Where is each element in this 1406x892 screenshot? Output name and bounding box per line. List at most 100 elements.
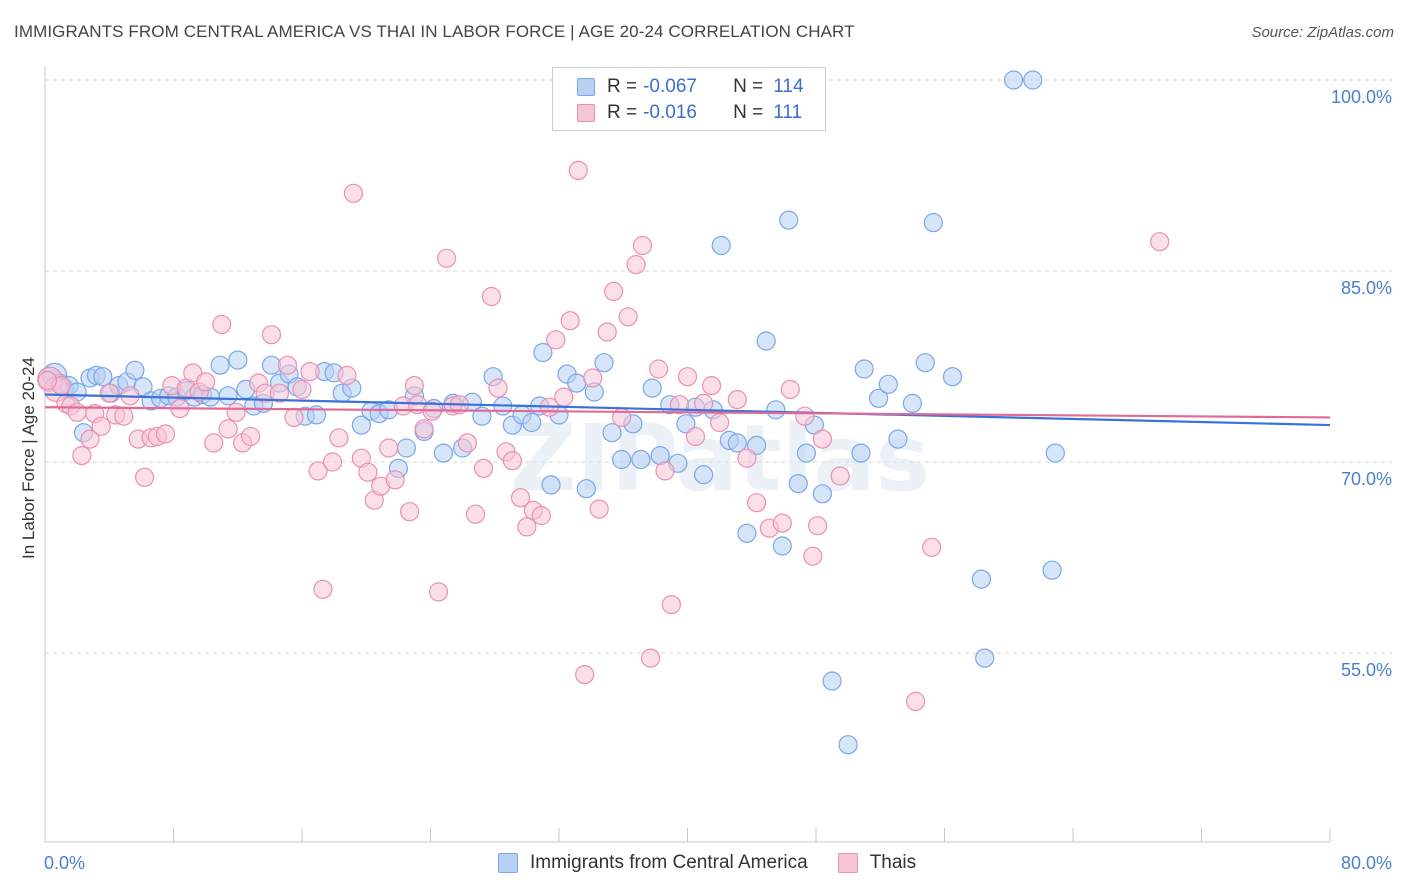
source-label: Source: ZipAtlas.com xyxy=(1251,24,1394,41)
data-point xyxy=(661,594,682,615)
data-point xyxy=(404,376,424,396)
y-tick-label: 85.0% xyxy=(1341,278,1392,298)
x-tick-label: 80.0% xyxy=(1341,853,1392,873)
legend-label: Thais xyxy=(869,852,917,873)
data-point xyxy=(632,235,653,256)
legend-item-thais[interactable]: Thais xyxy=(837,852,917,874)
data-point xyxy=(746,493,767,513)
data-point xyxy=(788,474,808,494)
data-point xyxy=(114,406,134,426)
data-point xyxy=(1042,560,1062,580)
data-point xyxy=(812,484,833,504)
data-point xyxy=(942,367,963,387)
legend-row-thais: R = -0.016 N = 111 xyxy=(577,101,802,125)
data-point xyxy=(888,429,908,449)
data-point xyxy=(655,461,675,481)
data-point xyxy=(803,546,823,566)
y-tick-label: 70.0% xyxy=(1341,469,1392,489)
data-point xyxy=(269,383,290,403)
data-point xyxy=(922,537,942,557)
data-point xyxy=(779,210,799,230)
data-point xyxy=(1045,443,1065,463)
data-point xyxy=(780,379,800,399)
data-point xyxy=(766,400,786,420)
data-point xyxy=(284,407,304,427)
data-point xyxy=(510,488,531,508)
data-point xyxy=(676,414,696,434)
r-label: R = xyxy=(607,76,638,97)
data-point xyxy=(414,419,434,439)
data-point xyxy=(241,426,261,447)
data-point xyxy=(975,648,995,668)
x-tick-label: 0.0% xyxy=(44,853,85,873)
data-point xyxy=(709,412,730,433)
data-point xyxy=(155,424,176,444)
data-point xyxy=(385,470,405,490)
data-point xyxy=(807,516,828,536)
series-thais-points xyxy=(37,160,1170,712)
legend-swatch-pink xyxy=(837,853,858,873)
data-point xyxy=(669,395,690,415)
data-point xyxy=(677,367,698,387)
data-point xyxy=(746,435,767,455)
data-point xyxy=(693,465,714,485)
data-point xyxy=(473,458,494,478)
data-point xyxy=(218,386,238,406)
data-point xyxy=(772,513,792,533)
trend-line-central-america xyxy=(44,393,1331,427)
axes xyxy=(44,66,1331,843)
data-point xyxy=(488,378,508,398)
data-point xyxy=(379,438,399,458)
data-point xyxy=(830,466,850,486)
data-point xyxy=(626,255,646,275)
data-point xyxy=(308,461,328,481)
data-point xyxy=(812,429,833,449)
data-point xyxy=(611,449,632,470)
data-point xyxy=(522,412,542,433)
data-point xyxy=(277,355,298,375)
data-point xyxy=(204,433,224,453)
data-point xyxy=(878,374,898,394)
x-tick-labels: 0.0% 80.0% xyxy=(44,853,1392,873)
legend-label: Immigrants from Central America xyxy=(530,852,808,873)
data-point xyxy=(1003,70,1024,90)
r-label: R = xyxy=(607,102,638,123)
stats-legend: R = -0.067 N = 114 R = -0.016 N = 111 xyxy=(552,67,826,131)
data-point xyxy=(568,160,588,180)
data-point xyxy=(727,433,747,453)
legend-swatch-pink xyxy=(577,104,595,122)
data-point xyxy=(576,479,596,499)
data-point xyxy=(854,359,874,379)
chart-title: IMMIGRANTS FROM CENTRAL AMERICA VS THAI … xyxy=(14,22,855,41)
data-point xyxy=(135,467,155,487)
data-point xyxy=(905,691,926,712)
data-point xyxy=(91,416,111,436)
data-point xyxy=(465,504,486,524)
series-legend: Immigrants from Central America Thais xyxy=(498,852,946,874)
data-point xyxy=(1023,70,1043,90)
data-point xyxy=(292,379,312,399)
data-point xyxy=(642,378,662,398)
data-point xyxy=(502,451,523,471)
data-point xyxy=(851,443,871,463)
data-point xyxy=(631,449,651,470)
r-value: -0.067 xyxy=(643,76,697,97)
y-tick-labels: 100.0% 85.0% 70.0% 55.0% xyxy=(1331,87,1392,680)
data-point xyxy=(300,362,320,382)
data-point xyxy=(358,462,378,482)
data-point xyxy=(343,183,363,203)
data-point xyxy=(99,383,119,403)
data-point xyxy=(594,353,614,373)
y-axis-label: In Labor Force | Age 20-24 xyxy=(19,357,38,559)
data-point xyxy=(396,438,416,458)
data-point xyxy=(261,325,282,345)
legend-swatch-blue xyxy=(498,853,518,873)
data-point xyxy=(218,419,238,439)
data-point xyxy=(433,443,453,463)
legend-item-central-america[interactable]: Immigrants from Central America xyxy=(498,852,808,874)
data-point xyxy=(428,582,449,602)
data-point xyxy=(711,235,731,256)
data-point xyxy=(685,426,706,447)
data-point xyxy=(400,502,420,522)
